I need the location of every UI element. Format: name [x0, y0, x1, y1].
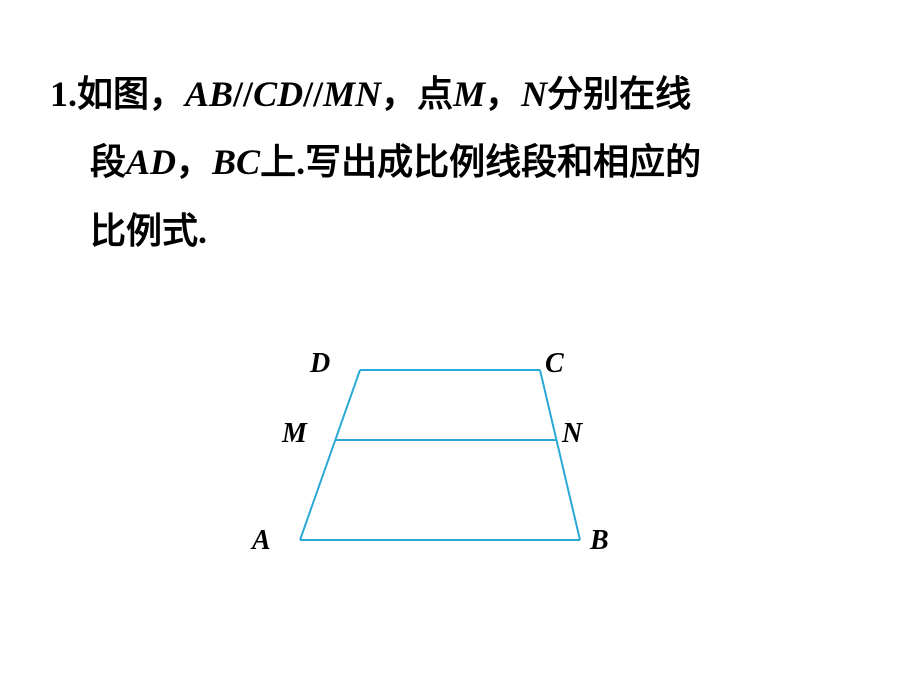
text-suffix-1: 分别在线 [547, 74, 691, 114]
line-3: 比例式. [50, 197, 870, 265]
label-d: D [310, 348, 330, 380]
text-suffix-2: 上.写出成比例线段和相应的 [260, 142, 701, 182]
point-n: N [521, 74, 547, 114]
segment-ad: AD [126, 142, 176, 182]
point-m: M [453, 74, 485, 114]
problem-content: 1.如图，AB//CD//MN，点M，N分别在线 段AD，BC上.写出成比例线段… [0, 0, 920, 265]
text-mid: ，点 [381, 74, 453, 114]
label-n: N [562, 418, 582, 450]
comma-1: ， [485, 74, 521, 114]
trapezoid-diagram: D C M N A B [240, 330, 640, 610]
problem-number: 1. [50, 74, 77, 114]
line-2: 段AD，BC上.写出成比例线段和相应的 [50, 128, 870, 196]
segment-ab: AB [185, 74, 233, 114]
label-a: A [252, 525, 271, 557]
segment-bc: BC [212, 142, 260, 182]
line-1: 1.如图，AB//CD//MN，点M，N分别在线 [50, 60, 870, 128]
segment-cd: CD [253, 74, 303, 114]
text-prefix-2: 段 [90, 142, 126, 182]
text-line-3: 比例式. [90, 211, 207, 251]
segment-mn: MN [323, 74, 381, 114]
problem-text: 1.如图，AB//CD//MN，点M，N分别在线 段AD，BC上.写出成比例线段… [50, 60, 870, 265]
parallel-sep-2: // [303, 74, 323, 114]
label-b: B [590, 525, 609, 557]
text-prefix: 如图， [77, 74, 185, 114]
label-m: M [282, 418, 307, 450]
label-c: C [545, 348, 564, 380]
parallel-sep-1: // [233, 74, 253, 114]
diagram-svg [240, 330, 640, 610]
comma-2: ， [176, 142, 212, 182]
